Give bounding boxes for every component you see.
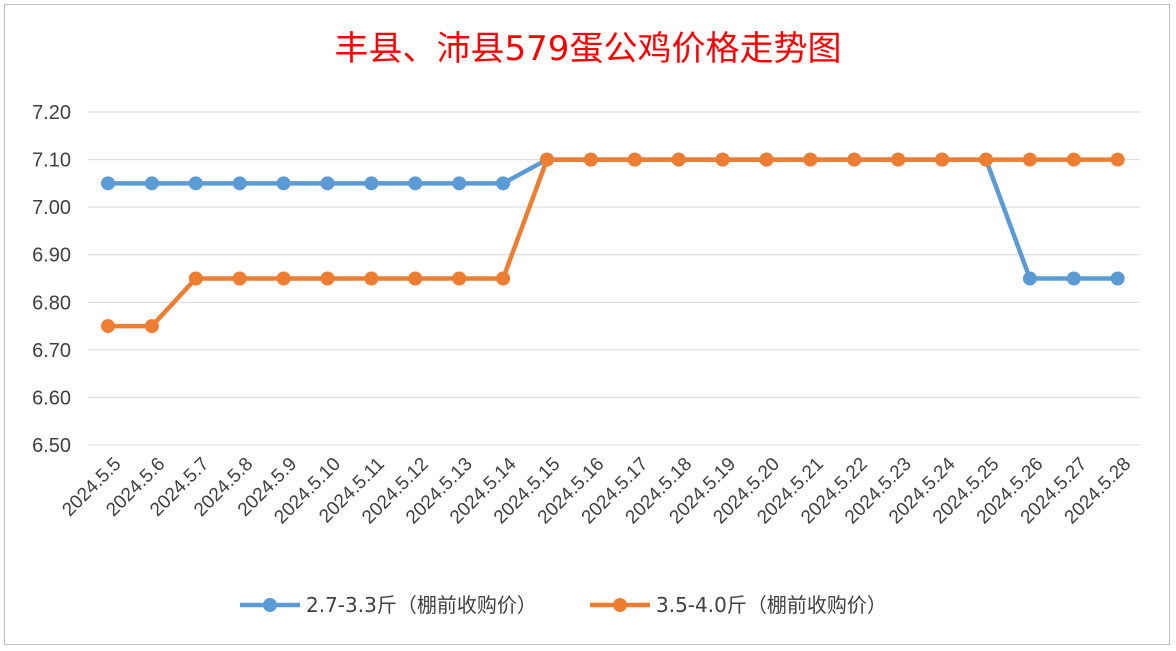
data-point <box>979 152 993 167</box>
data-point <box>583 152 598 167</box>
data-point <box>671 152 686 167</box>
data-point <box>759 152 774 167</box>
data-point <box>101 319 115 334</box>
data-point <box>1110 152 1125 167</box>
data-point <box>101 176 115 191</box>
data-point <box>1022 152 1037 167</box>
series-layer <box>101 152 1125 334</box>
y-tick-label: 6.50 <box>32 435 71 457</box>
legend-item-1: 2.7-3.3斤（棚前收购价） <box>240 593 537 617</box>
data-point <box>935 152 950 167</box>
data-point <box>144 319 159 334</box>
data-point <box>452 271 467 286</box>
data-point <box>408 271 423 286</box>
data-point <box>1022 271 1037 286</box>
series-line-2 <box>105 157 1120 329</box>
data-point <box>364 271 379 286</box>
y-tick-label: 7.00 <box>32 197 71 219</box>
data-point <box>847 152 862 167</box>
legend-marker <box>263 598 277 612</box>
y-tick-label: 6.70 <box>32 340 71 362</box>
data-point <box>320 271 335 286</box>
data-point <box>540 152 554 167</box>
data-point <box>188 176 203 191</box>
data-point <box>627 152 642 167</box>
data-point <box>320 176 335 191</box>
data-point <box>891 152 906 167</box>
data-point <box>1066 271 1081 286</box>
data-point <box>276 271 291 286</box>
y-tick-label: 6.60 <box>32 387 71 409</box>
y-tick-label: 6.90 <box>32 245 71 267</box>
legend-marker <box>613 598 627 612</box>
data-point <box>1110 271 1125 286</box>
y-tick-label: 7.20 <box>32 102 71 124</box>
data-point <box>496 271 511 286</box>
x-axis-ticks: 2024.5.52024.5.62024.5.72024.5.82024.5.9… <box>58 453 1135 528</box>
legend-label: 2.7-3.3斤（棚前收购价） <box>306 593 537 617</box>
chart-frame <box>4 4 1170 645</box>
data-point <box>1066 152 1081 167</box>
data-point <box>715 152 730 167</box>
legend-item-2: 3.5-4.0斤（棚前收购价） <box>590 593 887 617</box>
data-point <box>452 176 467 191</box>
data-point <box>803 152 818 167</box>
y-tick-label: 6.80 <box>32 292 71 314</box>
data-point <box>408 176 423 191</box>
y-axis-ticks: 6.50 6.60 6.70 6.80 6.90 7.00 7.10 7.20 <box>32 102 71 457</box>
legend-label: 3.5-4.0斤（棚前收购价） <box>656 593 887 617</box>
data-point <box>496 176 511 191</box>
legend: 2.7-3.3斤（棚前收购价） 3.5-4.0斤（棚前收购价） <box>240 593 887 617</box>
y-tick-label: 7.10 <box>32 150 71 172</box>
chart-title: 丰县、沛县579蛋公鸡价格走势图 <box>335 29 842 69</box>
data-point <box>144 176 159 191</box>
data-point <box>232 271 247 286</box>
data-point <box>364 176 379 191</box>
series-line-1 <box>105 157 1120 281</box>
data-point <box>276 176 291 191</box>
data-point <box>188 271 203 286</box>
data-point <box>232 176 247 191</box>
